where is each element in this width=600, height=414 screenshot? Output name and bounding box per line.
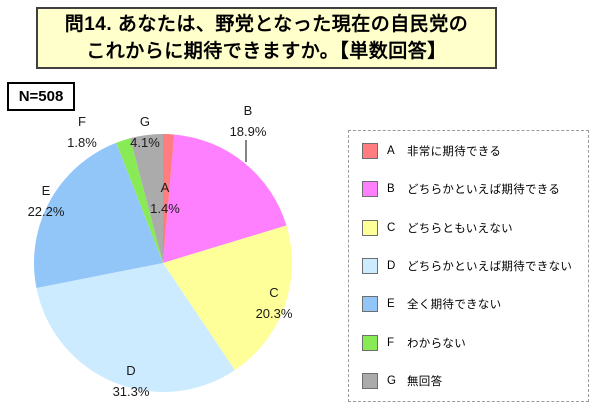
slice-label-f-pct: 1.8%: [67, 135, 97, 150]
slice-label-g-pct: 4.1%: [130, 135, 160, 150]
slice-label-f-key: F: [78, 114, 86, 129]
legend-swatch-c: [362, 219, 378, 236]
slice-label-c-pct: 20.3%: [255, 306, 293, 321]
question-title-box: 問14. あなたは、野党となった現在の自民党の これからに期待できますか。【単数…: [36, 7, 497, 69]
legend-item-e: E 全く期待できない: [362, 296, 580, 313]
slice-label-b: B 18.9%: [230, 100, 267, 142]
legend-item-c: C どちらともいえない: [362, 219, 580, 236]
slice-label-g: G 4.1%: [130, 111, 160, 153]
slice-label-b-pct: 18.9%: [229, 124, 267, 139]
pie-slice-c: [163, 225, 293, 371]
legend-label-b: どちらかといえば期待できる: [407, 184, 561, 197]
slice-label-d-pct: 31.3%: [112, 384, 150, 399]
slice-label-a-key: A: [160, 180, 170, 195]
legend-swatch-f: [362, 334, 378, 351]
slice-label-c-key: C: [269, 285, 279, 300]
pie-slice-d: [36, 263, 235, 393]
legend-item-b: B どちらかといえば期待できる: [362, 181, 580, 198]
legend-label-c: どちらともいえない: [407, 222, 513, 235]
sample-size-badge: N=508: [7, 82, 75, 111]
legend-label-a: 非常に期待できる: [407, 146, 502, 158]
slice-label-d: D 31.3%: [113, 360, 150, 402]
legend-key-a: A: [387, 145, 395, 157]
slice-label-c: C 20.3%: [256, 282, 293, 324]
slice-label-a-pct: 1.4%: [150, 201, 180, 216]
legend-item-d: D どちらかといえば期待できない: [362, 257, 580, 274]
legend: A 非常に期待できる B どちらかといえば期待できる C どちらともいえない D…: [348, 130, 589, 402]
slice-label-e: E 22.2%: [28, 180, 65, 222]
slice-label-a: A 1.4%: [150, 177, 180, 219]
legend-key-f: F: [387, 336, 395, 349]
legend-swatch-e: [362, 296, 378, 313]
legend-key-d: D: [387, 259, 396, 272]
legend-item-a: A 非常に期待できる: [362, 143, 580, 159]
slice-label-b-key: B: [243, 103, 253, 118]
slice-label-d-key: D: [126, 363, 136, 378]
slice-label-e-pct: 22.2%: [27, 204, 65, 219]
slice-label-g-key: G: [139, 114, 151, 129]
pie-slice-g: [130, 134, 163, 263]
slice-label-e-key: E: [41, 183, 51, 198]
pie-slice-e: [33, 142, 163, 288]
legend-key-e: E: [387, 298, 395, 311]
pie-slice-f: [116, 138, 163, 263]
legend-key-b: B: [387, 183, 395, 196]
legend-label-d: どちらかといえば期待できない: [407, 260, 573, 273]
pie-slices-group: [33, 134, 293, 393]
legend-item-g: G 無回答: [362, 372, 580, 389]
legend-label-f: わからない: [407, 337, 466, 350]
legend-item-f: F わからない: [362, 334, 580, 351]
legend-swatch-d: [362, 257, 378, 274]
sample-size-label: N=508: [18, 88, 64, 105]
legend-label-g: 無回答: [407, 375, 443, 388]
question-title-line1: 問14. あなたは、野党となった現在の自民党の: [64, 14, 469, 35]
legend-key-c: C: [387, 221, 396, 234]
slice-label-f: F 1.8%: [67, 111, 97, 153]
legend-label-e: 全く期待できない: [407, 299, 502, 312]
legend-key-g: G: [387, 374, 396, 387]
legend-swatch-g: [362, 372, 378, 389]
pie-slice-a: [163, 134, 175, 263]
legend-swatch-a: [362, 143, 378, 159]
pie-slice-b: [163, 134, 287, 263]
legend-swatch-b: [362, 181, 378, 198]
question-title-line2: これからに期待できますか。【単数回答】: [86, 41, 447, 62]
